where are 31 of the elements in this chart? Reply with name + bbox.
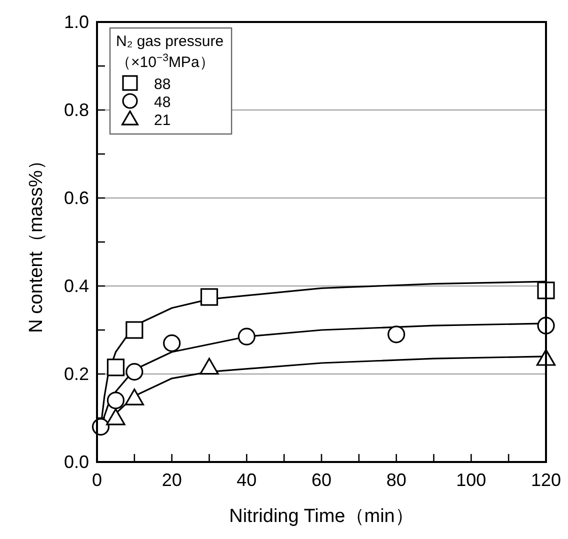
legend-title: N₂ gas pressure （×10$^{−3}$MPa） bbox=[116, 33, 224, 71]
x-tick-label: 60 bbox=[311, 470, 332, 490]
point bbox=[163, 334, 181, 352]
x-tick-label: 0 bbox=[92, 470, 102, 490]
point bbox=[200, 288, 218, 306]
point bbox=[106, 358, 125, 376]
point bbox=[238, 328, 256, 346]
y-tick-label: 0.4 bbox=[64, 276, 89, 296]
point bbox=[200, 358, 219, 375]
y-tick-label: 0.0 bbox=[64, 452, 89, 472]
x-tick-label: 100 bbox=[456, 470, 486, 490]
y-tick-label: 0.2 bbox=[64, 364, 89, 384]
legend-label: 21 bbox=[154, 112, 171, 129]
x-tick-label: 120 bbox=[530, 470, 562, 490]
x-tick-label: 80 bbox=[386, 470, 406, 490]
point bbox=[106, 408, 126, 426]
point bbox=[124, 388, 144, 406]
point bbox=[537, 282, 555, 300]
legend-label: 48 bbox=[154, 94, 171, 111]
legend-label: 88 bbox=[154, 76, 171, 93]
x-tick-label: 20 bbox=[162, 470, 182, 490]
y-tick-label: 0.8 bbox=[64, 100, 89, 120]
point bbox=[388, 326, 406, 344]
y-tick-label: 0.6 bbox=[64, 188, 89, 208]
point bbox=[126, 363, 144, 381]
y-axis-title: N content（mass%） bbox=[26, 151, 47, 333]
y-tick-label: 1.0 bbox=[64, 12, 89, 32]
point bbox=[126, 321, 144, 339]
x-tick-label: 40 bbox=[236, 470, 257, 490]
point bbox=[106, 392, 125, 410]
x-axis-title: Nitriding Time（min） bbox=[229, 506, 414, 527]
